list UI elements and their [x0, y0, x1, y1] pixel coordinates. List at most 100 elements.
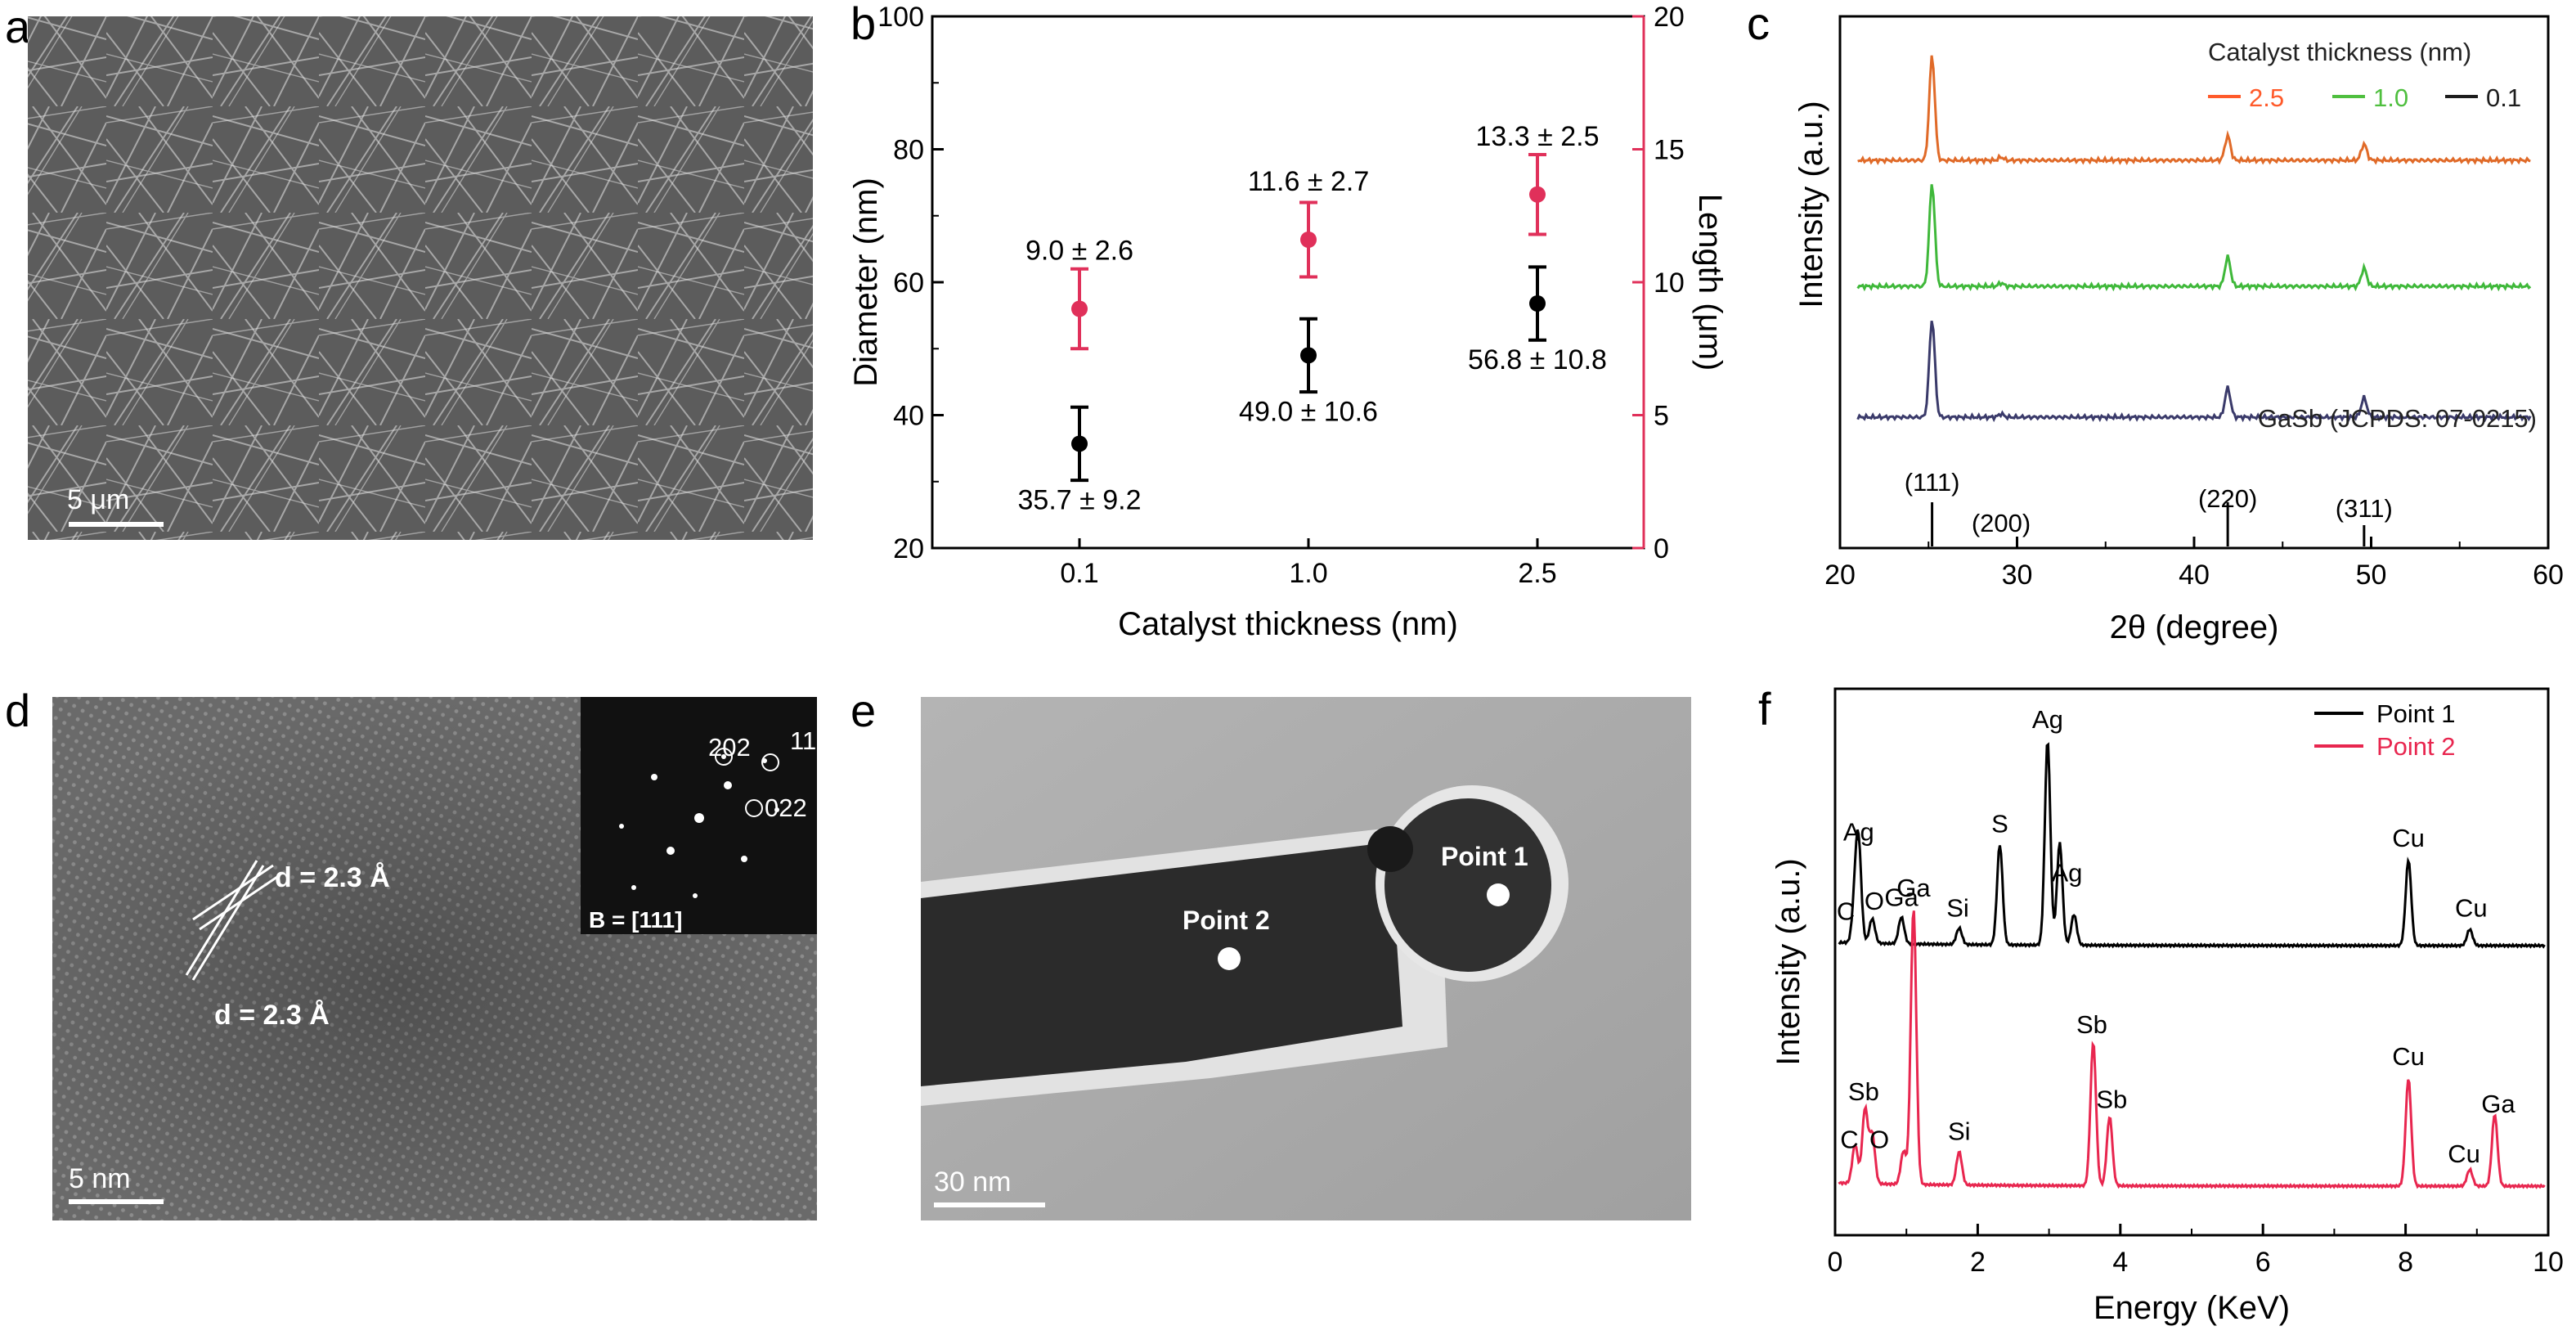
length-value-label: 11.6 ± 2.7	[1248, 166, 1369, 197]
diameter-point	[1529, 295, 1546, 312]
axes-f: 0 2 4 6 8 10	[1828, 1224, 2564, 1278]
reference-hkl-c: (111)	[1905, 468, 1960, 497]
x-tick-label-c: 20	[1824, 560, 1856, 591]
catalyst-tip	[1384, 798, 1551, 972]
panel-letter-c: c	[1747, 0, 1770, 49]
d-spacing-lines	[185, 860, 280, 981]
scale-bar-label-d: 5 nm	[69, 1163, 131, 1194]
diameter-point	[1300, 347, 1317, 364]
axes-c: 20 30 40 50 60	[1824, 537, 2564, 591]
d-spacing-bottom: d = 2.3 Å	[214, 1000, 330, 1031]
element-label-f: Ga	[1896, 874, 1931, 902]
x-tick-label-f: 8	[2398, 1247, 2413, 1278]
panel-b: b 20 40 60 80 100 0 5 10 15 20 0.1 1.0 2.5 35.7 ± 9.…	[848, 0, 1728, 642]
xrd-trace-2.5	[1857, 55, 2531, 166]
xrd-trace-0.1	[1856, 321, 2532, 423]
y-tick-label-b: 100	[877, 2, 924, 33]
marks-c: 2.5 1.0 0.1 (111) (200) (220) (311)	[1856, 55, 2532, 546]
x-axis-title-b: Catalyst thickness (nm)	[1118, 606, 1458, 642]
diameter-value-label: 49.0 ± 10.6	[1239, 396, 1378, 427]
y-axis-title-f: Intensity (a.u.)	[1770, 858, 1806, 1065]
length-point	[1300, 231, 1317, 248]
x-tick-label-c: 60	[2533, 560, 2564, 591]
length-point	[1071, 300, 1088, 317]
element-label-f: Cu	[2455, 894, 2488, 923]
x-axis-title-c: 2θ (degree)	[2110, 609, 2279, 645]
d-spacing-top: d = 2.3 Å	[275, 862, 390, 893]
y-tick-label-b: 80	[893, 135, 924, 166]
axes-b: 20 40 60 80 100 0 5 10 15 20 0.1 1.0 2.5	[877, 2, 1685, 589]
eds-trace-Point-1	[1838, 742, 2546, 949]
fft-circle-3	[745, 799, 763, 817]
y-axis-title-b: Diameter (nm)	[848, 178, 884, 387]
y2-tick-label-b: 10	[1654, 267, 1685, 299]
length-point	[1529, 186, 1546, 203]
panel-a: a 5 μm	[5, 1, 813, 540]
element-label-f: C	[1840, 1126, 1858, 1154]
xrd-trace-1.0	[1856, 184, 2532, 292]
panel-e: e Point 1 Point 2 30 nm	[850, 685, 1691, 1220]
y-axis-title-c: Intensity (a.u.)	[1793, 101, 1829, 308]
x-tick-label-c: 30	[2002, 560, 2033, 591]
x-tick-label-f: 0	[1828, 1247, 1843, 1278]
element-label-f: O	[1865, 887, 1884, 915]
point2-marker	[1218, 947, 1241, 970]
legend-label-c: 0.1	[2486, 83, 2521, 112]
nanowire-body	[921, 844, 1402, 1086]
diameter-value-label: 56.8 ± 10.8	[1468, 344, 1607, 375]
element-label-f: Sb	[1848, 1077, 1879, 1106]
x-tick-label-f: 4	[2112, 1247, 2128, 1278]
zone-axis-label: B = [111]	[589, 907, 682, 933]
reference-label-c: GaSb (JCPDS: 07-0215)	[2258, 404, 2537, 433]
fft-circle-2	[761, 753, 779, 771]
legend-label-f: Point 1	[2376, 699, 2456, 728]
panel-letter-a: a	[5, 1, 31, 52]
element-label-f: Ga	[1884, 883, 1919, 912]
element-label-f: Sb	[2076, 1010, 2107, 1039]
y2-tick-label-b: 15	[1654, 135, 1685, 166]
element-label-f: Ag	[2032, 705, 2063, 734]
point1-label: Point 1	[1441, 842, 1528, 871]
panel-letter-f: f	[1758, 683, 1771, 735]
y-tick-label-b: 20	[893, 533, 924, 564]
plot-frame-f	[1833, 687, 2550, 1237]
y2-tick-label-b: 0	[1654, 533, 1669, 564]
catalyst-grain	[1367, 826, 1413, 872]
scale-bar-e	[934, 1202, 1045, 1207]
diameter-value-label: 35.7 ± 9.2	[1018, 484, 1142, 515]
point2-label: Point 2	[1183, 906, 1270, 935]
element-label-f: Sb	[2096, 1086, 2127, 1114]
element-label-f: S	[1991, 810, 2008, 838]
legend-label-f: Point 2	[2376, 732, 2456, 761]
x-tick-label-f: 10	[2533, 1247, 2564, 1278]
x-axis-title-f: Energy (KeV)	[2094, 1290, 2290, 1326]
scale-bar-a	[69, 522, 164, 527]
reference-hkl-c: (200)	[1972, 509, 2031, 537]
scale-bar-label-a: 5 μm	[67, 484, 129, 515]
element-label-f: C	[1837, 897, 1855, 926]
fft-label-202: 202	[708, 733, 751, 762]
panel-letter-d: d	[5, 685, 30, 736]
length-value-label: 13.3 ± 2.5	[1476, 121, 1600, 152]
point1-marker	[1487, 883, 1510, 906]
y2-tick-label-b: 5	[1654, 401, 1669, 432]
y-tick-label-b: 40	[893, 401, 924, 432]
panel-c: c 20 30 40 50 60 2.5 1.0 0.1 (111) (200) (220) (31…	[1747, 0, 2564, 645]
x-tick-label-b: 0.1	[1060, 558, 1098, 589]
x-tick-label-c: 50	[2356, 560, 2387, 591]
x-tick-label-b: 1.0	[1289, 558, 1327, 589]
reference-hkl-c: (220)	[2198, 484, 2257, 513]
element-label-f: O	[1869, 1126, 1889, 1154]
marks-b: 35.7 ± 9.2 49.0 ± 10.6 56.8 ± 10.8 9.0 ± 2.…	[1018, 121, 1607, 516]
fft-circle-1	[715, 748, 733, 766]
y-tick-label-b: 60	[893, 267, 924, 299]
panel-d: d 202 112 022 B = [111] d = 2.3 Å d = 2.…	[5, 685, 830, 1220]
x-tick-label-c: 40	[2179, 560, 2210, 591]
legend-label-c: 1.0	[2373, 83, 2408, 112]
element-label-f: Ga	[2481, 1090, 2515, 1118]
x-tick-label-b: 2.5	[1518, 558, 1556, 589]
x-tick-label-f: 6	[2255, 1247, 2271, 1278]
